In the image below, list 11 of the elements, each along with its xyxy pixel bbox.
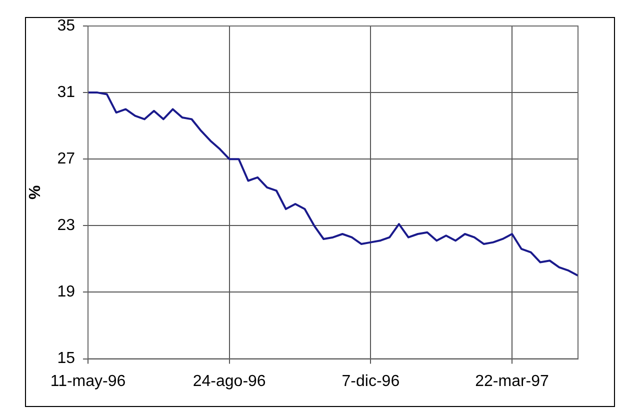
y-tick-label: 31 (57, 84, 76, 101)
y-tick-label: 15 (57, 350, 76, 368)
x-tick-label: 11-may-96 (50, 372, 126, 390)
y-tick-label: 35 (57, 17, 76, 34)
x-tick-label: 24-ago-96 (192, 372, 266, 390)
y-tick-label: 27 (57, 150, 76, 168)
y-tick-label: 23 (57, 217, 76, 234)
y-tick-label: 19 (57, 284, 76, 301)
x-tick-label: 7-dic-96 (342, 372, 400, 390)
y-axis-title: % (27, 185, 44, 200)
x-tick-label: 22-mar-97 (475, 372, 550, 390)
